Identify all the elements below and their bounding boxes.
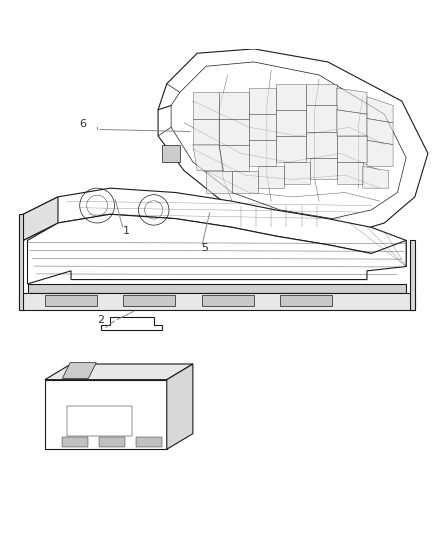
Polygon shape — [336, 162, 363, 184]
Polygon shape — [45, 295, 97, 305]
Polygon shape — [367, 97, 393, 123]
Polygon shape — [19, 293, 415, 310]
Text: 5: 5 — [201, 243, 208, 253]
Polygon shape — [23, 197, 58, 240]
Polygon shape — [363, 166, 389, 188]
Polygon shape — [336, 88, 367, 114]
Polygon shape — [284, 162, 311, 184]
Polygon shape — [276, 84, 306, 110]
Text: 6: 6 — [80, 119, 87, 129]
Polygon shape — [336, 110, 367, 136]
Polygon shape — [28, 214, 406, 284]
Polygon shape — [193, 92, 219, 118]
Polygon shape — [23, 188, 406, 266]
Polygon shape — [219, 144, 250, 171]
Polygon shape — [276, 110, 306, 136]
Polygon shape — [193, 118, 219, 144]
Polygon shape — [306, 106, 336, 132]
Polygon shape — [102, 317, 162, 329]
Polygon shape — [193, 144, 223, 171]
Polygon shape — [311, 158, 336, 180]
Polygon shape — [250, 88, 276, 114]
Polygon shape — [136, 437, 162, 447]
Polygon shape — [206, 171, 232, 192]
Polygon shape — [367, 118, 393, 144]
Polygon shape — [336, 136, 367, 162]
Polygon shape — [201, 295, 254, 305]
Polygon shape — [219, 92, 250, 118]
Polygon shape — [62, 437, 88, 447]
Polygon shape — [280, 295, 332, 305]
Polygon shape — [367, 140, 393, 166]
Polygon shape — [162, 144, 180, 162]
Polygon shape — [99, 437, 125, 447]
Polygon shape — [258, 166, 284, 188]
Polygon shape — [123, 295, 176, 305]
Text: 2: 2 — [97, 315, 104, 325]
Polygon shape — [232, 171, 258, 192]
Text: 1: 1 — [123, 226, 130, 236]
Polygon shape — [306, 132, 336, 158]
Polygon shape — [28, 284, 406, 293]
Polygon shape — [158, 49, 428, 236]
Polygon shape — [250, 114, 276, 140]
Polygon shape — [45, 364, 193, 379]
Polygon shape — [410, 240, 415, 310]
Polygon shape — [306, 84, 336, 106]
Polygon shape — [62, 362, 96, 378]
Polygon shape — [250, 140, 276, 166]
Polygon shape — [276, 136, 306, 162]
Polygon shape — [167, 364, 193, 449]
Polygon shape — [219, 118, 250, 144]
Polygon shape — [19, 214, 23, 310]
Polygon shape — [45, 379, 167, 449]
